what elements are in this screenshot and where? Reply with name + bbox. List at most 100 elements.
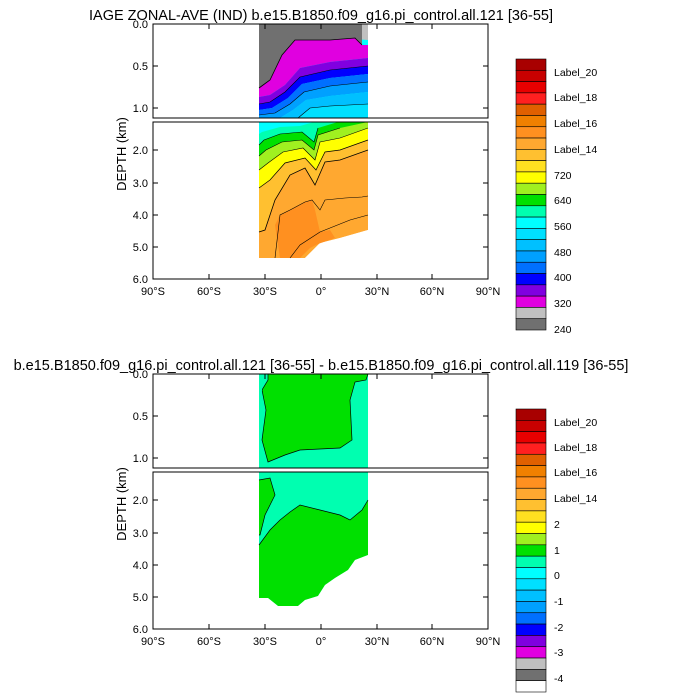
colorbar-swatch <box>515 408 547 421</box>
y-tick-label: 1.0 <box>133 453 148 465</box>
colorbar-label: 480 <box>554 247 572 259</box>
colorbar-swatch <box>515 261 547 274</box>
colorbar-label: Label_20 <box>554 417 597 429</box>
colorbar-swatch <box>515 487 547 500</box>
colorbar-swatch <box>515 680 547 693</box>
colorbar-swatch <box>515 103 547 116</box>
y-axis-label-bottom: DEPTH (km) <box>114 467 129 541</box>
colorbar-swatch <box>515 284 547 297</box>
y-tick-label: 4.0 <box>133 560 148 572</box>
field-lower-top <box>258 122 370 259</box>
x-tick-label: 90°N <box>476 636 501 648</box>
colorbar-label: Label_14 <box>554 493 597 505</box>
colorbar-swatch <box>515 58 547 71</box>
colorbar-labels-bottom: Label_20 Label_18 Label_16 Label_14 2 1 … <box>554 417 597 685</box>
y-tick-label: 2.0 <box>133 145 148 157</box>
colorbar-label: 240 <box>554 324 572 336</box>
colorbar-label: 2 <box>554 519 560 531</box>
x-tick-label: 30°S <box>253 286 277 298</box>
x-tick-label: 60°N <box>420 636 445 648</box>
y-tick-label: 0.0 <box>133 369 148 381</box>
colorbar-label: 560 <box>554 221 572 233</box>
colorbar-bottom <box>515 408 547 693</box>
y-ticks-lower-top: 2.0 3.0 4.0 5.0 6.0 <box>133 145 488 286</box>
colorbar-swatch <box>515 273 547 286</box>
x-ticks-bottom: 90°S 60°S 30°S 0° 30°N 60°N 90°N <box>141 374 500 648</box>
colorbar-swatch <box>515 149 547 161</box>
y-tick-label: 4.0 <box>133 210 148 222</box>
y-tick-label: 3.0 <box>133 528 148 540</box>
colorbar-swatch <box>515 307 547 320</box>
colorbar-label: Label_18 <box>554 92 597 104</box>
colorbar-swatch <box>515 589 547 602</box>
y-tick-label: 6.0 <box>133 274 148 286</box>
x-tick-label: 30°N <box>365 286 390 298</box>
y-ticks-lower-bottom: 2.0 3.0 4.0 5.0 6.0 <box>133 495 488 636</box>
colorbar-label: 320 <box>554 298 572 310</box>
colorbar-label: -4 <box>554 673 563 685</box>
colorbar-labels-top: Label_20 Label_18 Label_16 Label_14 720 … <box>554 67 597 336</box>
colorbar-label: 0 <box>554 570 560 582</box>
x-tick-label: 90°S <box>141 636 165 648</box>
colorbar-swatch <box>515 567 547 580</box>
panel-top: IAGE ZONAL-AVE (IND) b.e15.B1850.f09_g16… <box>89 8 597 336</box>
colorbar-swatch <box>515 465 547 478</box>
x-tick-label: 90°S <box>141 286 165 298</box>
colorbar-label: 640 <box>554 195 572 207</box>
colorbar-swatch <box>515 126 547 139</box>
colorbar-swatch <box>515 160 547 173</box>
colorbar-swatch <box>515 442 547 455</box>
colorbar-swatch <box>515 228 547 240</box>
y-tick-label: 5.0 <box>133 242 148 254</box>
colorbar-swatch <box>515 578 547 591</box>
colorbar-swatch <box>515 250 547 263</box>
colorbar-swatch <box>515 81 547 94</box>
colorbar-swatch <box>515 657 547 670</box>
colorbar-label: -1 <box>554 596 563 608</box>
x-ticks-top: 90°S 60°S 30°S 0° 30°N 60°N 90°N <box>141 24 500 298</box>
colorbar-label: Label_14 <box>554 144 597 156</box>
colorbar-label: Label_16 <box>554 118 597 130</box>
colorbar-swatch <box>515 205 547 218</box>
colorbar-swatch <box>515 115 547 128</box>
colorbar-swatch <box>515 555 547 568</box>
y-tick-label: 2.0 <box>133 495 148 507</box>
y-tick-label: 0.5 <box>133 411 148 423</box>
field-upper-top <box>258 24 369 119</box>
colorbar-swatch <box>515 669 547 681</box>
colorbar-swatch <box>515 137 547 150</box>
colorbar-swatch <box>515 171 547 184</box>
y-tick-label: 0.0 <box>133 19 148 31</box>
x-tick-label: 30°N <box>365 636 390 648</box>
colorbar-label: Label_18 <box>554 442 597 454</box>
colorbar-swatch <box>515 601 547 614</box>
colorbar-swatch <box>515 612 547 625</box>
y-ticks-upper-top: 0.0 0.5 1.0 <box>133 19 488 115</box>
colorbar-swatch <box>515 533 547 546</box>
x-tick-label: 0° <box>316 286 327 298</box>
colorbar-swatch <box>515 194 547 207</box>
chart-title-top: IAGE ZONAL-AVE (IND) b.e15.B1850.f09_g16… <box>89 8 553 24</box>
colorbar-swatch <box>515 182 547 195</box>
colorbar-swatch <box>515 216 547 229</box>
y-ticks-upper-bottom: 0.0 0.5 1.0 <box>133 369 488 465</box>
chart-title-bottom: b.e15.B1850.f09_g16.pi_control.all.121 [… <box>14 358 629 374</box>
x-tick-label: 90°N <box>476 286 501 298</box>
colorbar-label: 400 <box>554 272 572 284</box>
colorbar-swatch <box>515 510 547 523</box>
y-axis-label-top: DEPTH (km) <box>114 117 129 191</box>
colorbar-label: -3 <box>554 647 563 659</box>
colorbar-swatch <box>515 635 547 648</box>
colorbar-swatch <box>515 453 547 466</box>
y-tick-label: 5.0 <box>133 592 148 604</box>
colorbar-swatch <box>515 623 547 636</box>
x-tick-label: 30°S <box>253 636 277 648</box>
x-tick-label: 60°S <box>197 286 221 298</box>
colorbar-swatch <box>515 420 547 432</box>
panel-bottom: b.e15.B1850.f09_g16.pi_control.all.121 [… <box>14 358 629 693</box>
colorbar-swatch <box>515 431 547 444</box>
y-tick-label: 1.0 <box>133 103 148 115</box>
y-tick-label: 0.5 <box>133 61 148 73</box>
colorbar-swatch <box>515 544 547 557</box>
